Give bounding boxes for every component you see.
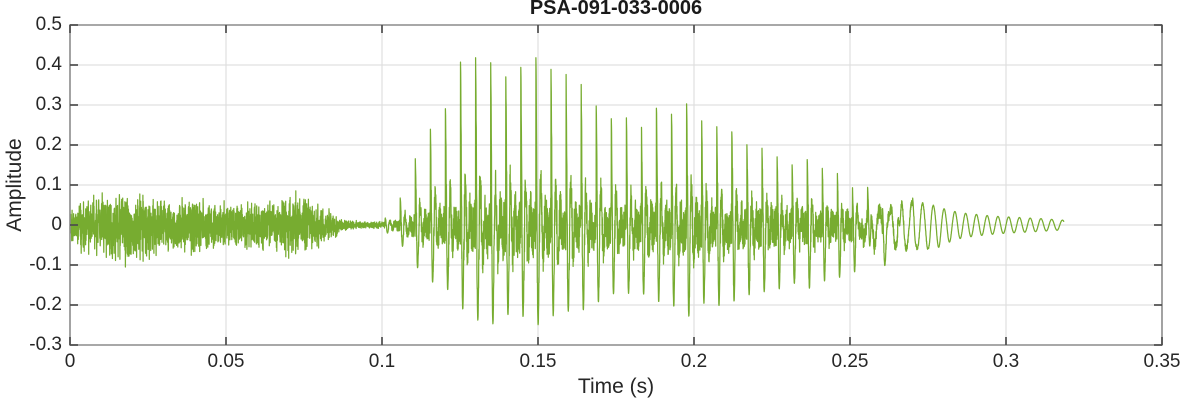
- x-tick-label: 0.1: [368, 351, 396, 372]
- y-tick-label: -0.3: [29, 334, 62, 355]
- x-axis-label: Time (s): [577, 375, 655, 398]
- x-tick-label: 0.35: [1143, 351, 1181, 372]
- y-tick-label: 0.4: [35, 54, 62, 75]
- x-tick-label: 0.3: [992, 351, 1020, 372]
- y-tick-label: 0.5: [35, 14, 62, 35]
- x-tick-label: 0.2: [680, 351, 708, 372]
- x-tick-label: 0.05: [207, 351, 245, 372]
- plot-title: PSA-091-033-0006: [529, 0, 703, 19]
- x-tick-label: 0.15: [519, 351, 557, 372]
- y-tick-label: 0.3: [35, 94, 62, 115]
- y-tick-label: -0.1: [29, 254, 62, 275]
- x-tick-label: 0.25: [831, 351, 869, 372]
- y-tick-label: 0.2: [35, 134, 62, 155]
- x-tick-label: 0: [64, 351, 76, 372]
- y-tick-label: -0.2: [29, 294, 62, 315]
- tick-marks: [69, 24, 1163, 346]
- y-tick-label: 0: [51, 214, 62, 235]
- waveform-path: [69, 57, 1065, 326]
- y-tick-label: 0.1: [35, 174, 62, 195]
